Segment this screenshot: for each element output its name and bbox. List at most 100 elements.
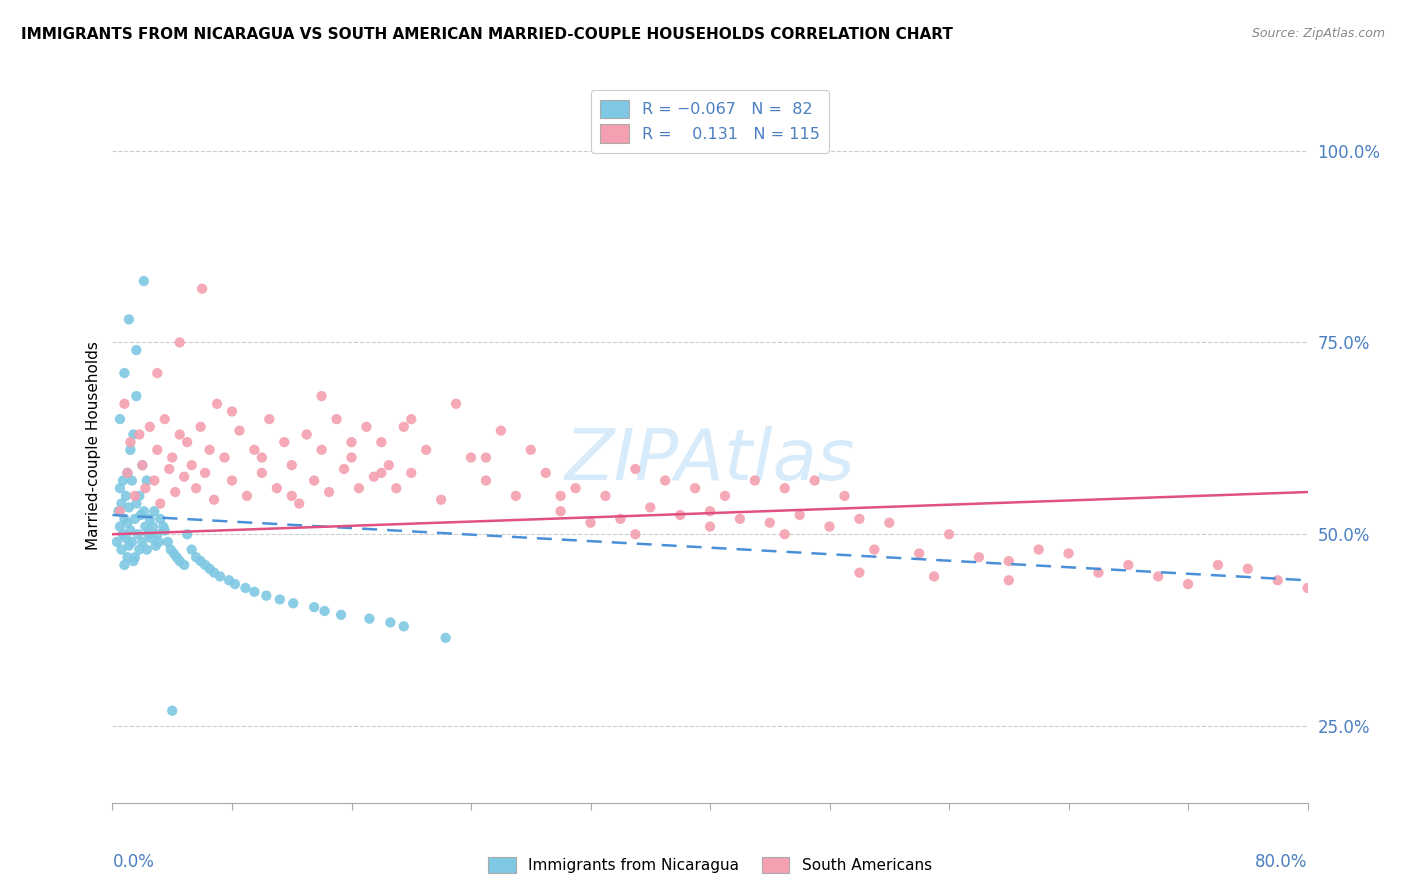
Point <box>218 574 240 588</box>
Point <box>165 485 187 500</box>
Point <box>370 466 392 480</box>
Point <box>139 419 162 434</box>
Point <box>125 343 148 357</box>
Point <box>162 450 183 465</box>
Point <box>145 539 167 553</box>
Point <box>236 489 259 503</box>
Point <box>848 566 870 580</box>
Point <box>115 489 138 503</box>
Point <box>166 550 188 565</box>
Point <box>131 458 153 473</box>
Point <box>1237 562 1260 576</box>
Point <box>132 274 155 288</box>
Point <box>111 474 134 488</box>
Point <box>475 450 498 465</box>
Point <box>132 504 155 518</box>
Point <box>359 612 381 626</box>
Point <box>198 562 221 576</box>
Point <box>415 442 437 457</box>
Point <box>124 489 146 503</box>
Point <box>401 466 423 480</box>
Point <box>124 550 146 565</box>
Point <box>122 554 145 568</box>
Point <box>169 335 191 350</box>
Point <box>221 404 243 418</box>
Point <box>108 481 131 495</box>
Point <box>434 631 457 645</box>
Point <box>149 512 172 526</box>
Point <box>208 569 231 583</box>
Point <box>194 466 217 480</box>
Point <box>380 615 402 630</box>
Point <box>863 542 886 557</box>
Point <box>378 458 401 473</box>
Text: 0.0%: 0.0% <box>112 853 155 871</box>
Text: IMMIGRANTS FROM NICARAGUA VS SOUTH AMERICAN MARRIED-COUPLE HOUSEHOLDS CORRELATIO: IMMIGRANTS FROM NICARAGUA VS SOUTH AMERI… <box>21 27 953 42</box>
Point <box>347 481 370 495</box>
Point <box>243 442 266 457</box>
Point <box>114 397 135 411</box>
Point <box>138 527 160 541</box>
Point <box>803 474 825 488</box>
Point <box>120 524 142 538</box>
Point <box>288 497 311 511</box>
Point <box>259 412 281 426</box>
Point <box>135 542 157 557</box>
Point <box>392 619 415 633</box>
Point <box>117 516 139 530</box>
Point <box>131 458 153 473</box>
Point <box>908 546 931 560</box>
Point <box>173 469 195 483</box>
Point <box>250 466 273 480</box>
Point <box>146 366 169 380</box>
Point <box>120 435 142 450</box>
Point <box>243 584 266 599</box>
Point <box>302 600 325 615</box>
Point <box>669 508 692 522</box>
Point <box>114 366 135 380</box>
Point <box>789 508 811 522</box>
Point <box>156 535 179 549</box>
Point <box>550 504 572 518</box>
Point <box>153 524 176 538</box>
Point <box>773 481 796 495</box>
Point <box>176 527 198 541</box>
Point <box>1028 542 1050 557</box>
Point <box>115 531 138 545</box>
Point <box>1116 558 1139 572</box>
Point <box>489 424 512 438</box>
Point <box>108 412 131 426</box>
Point <box>169 554 191 568</box>
Point <box>356 419 378 434</box>
Point <box>520 442 543 457</box>
Point <box>194 558 217 572</box>
Point <box>202 492 225 507</box>
Point <box>401 412 423 426</box>
Point <box>127 527 149 541</box>
Point <box>162 704 183 718</box>
Point <box>205 397 228 411</box>
Text: Source: ZipAtlas.com: Source: ZipAtlas.com <box>1251 27 1385 40</box>
Point <box>250 450 273 465</box>
Point <box>129 508 152 522</box>
Point <box>139 512 162 526</box>
Point <box>877 516 900 530</box>
Point <box>579 516 602 530</box>
Point <box>159 542 181 557</box>
Point <box>186 481 208 495</box>
Point <box>128 542 150 557</box>
Point <box>370 435 392 450</box>
Point <box>818 519 841 533</box>
Point <box>105 535 128 549</box>
Point <box>131 535 153 549</box>
Point <box>180 542 202 557</box>
Point <box>699 519 721 533</box>
Point <box>295 427 318 442</box>
Point <box>281 458 304 473</box>
Point <box>118 500 141 515</box>
Point <box>143 474 166 488</box>
Point <box>430 492 453 507</box>
Point <box>683 481 706 495</box>
Point <box>714 489 737 503</box>
Point <box>311 442 333 457</box>
